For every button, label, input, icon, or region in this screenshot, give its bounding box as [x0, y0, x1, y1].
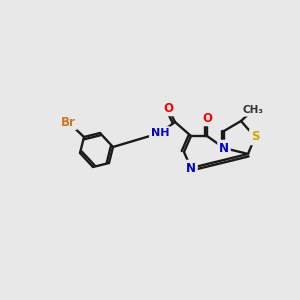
Text: Br: Br: [61, 116, 75, 128]
Text: S: S: [251, 130, 259, 143]
Text: O: O: [202, 112, 212, 124]
Text: CH₃: CH₃: [242, 105, 263, 115]
Text: N: N: [219, 142, 229, 154]
Text: N: N: [186, 161, 196, 175]
Text: O: O: [163, 101, 173, 115]
Text: NH: NH: [151, 128, 169, 138]
